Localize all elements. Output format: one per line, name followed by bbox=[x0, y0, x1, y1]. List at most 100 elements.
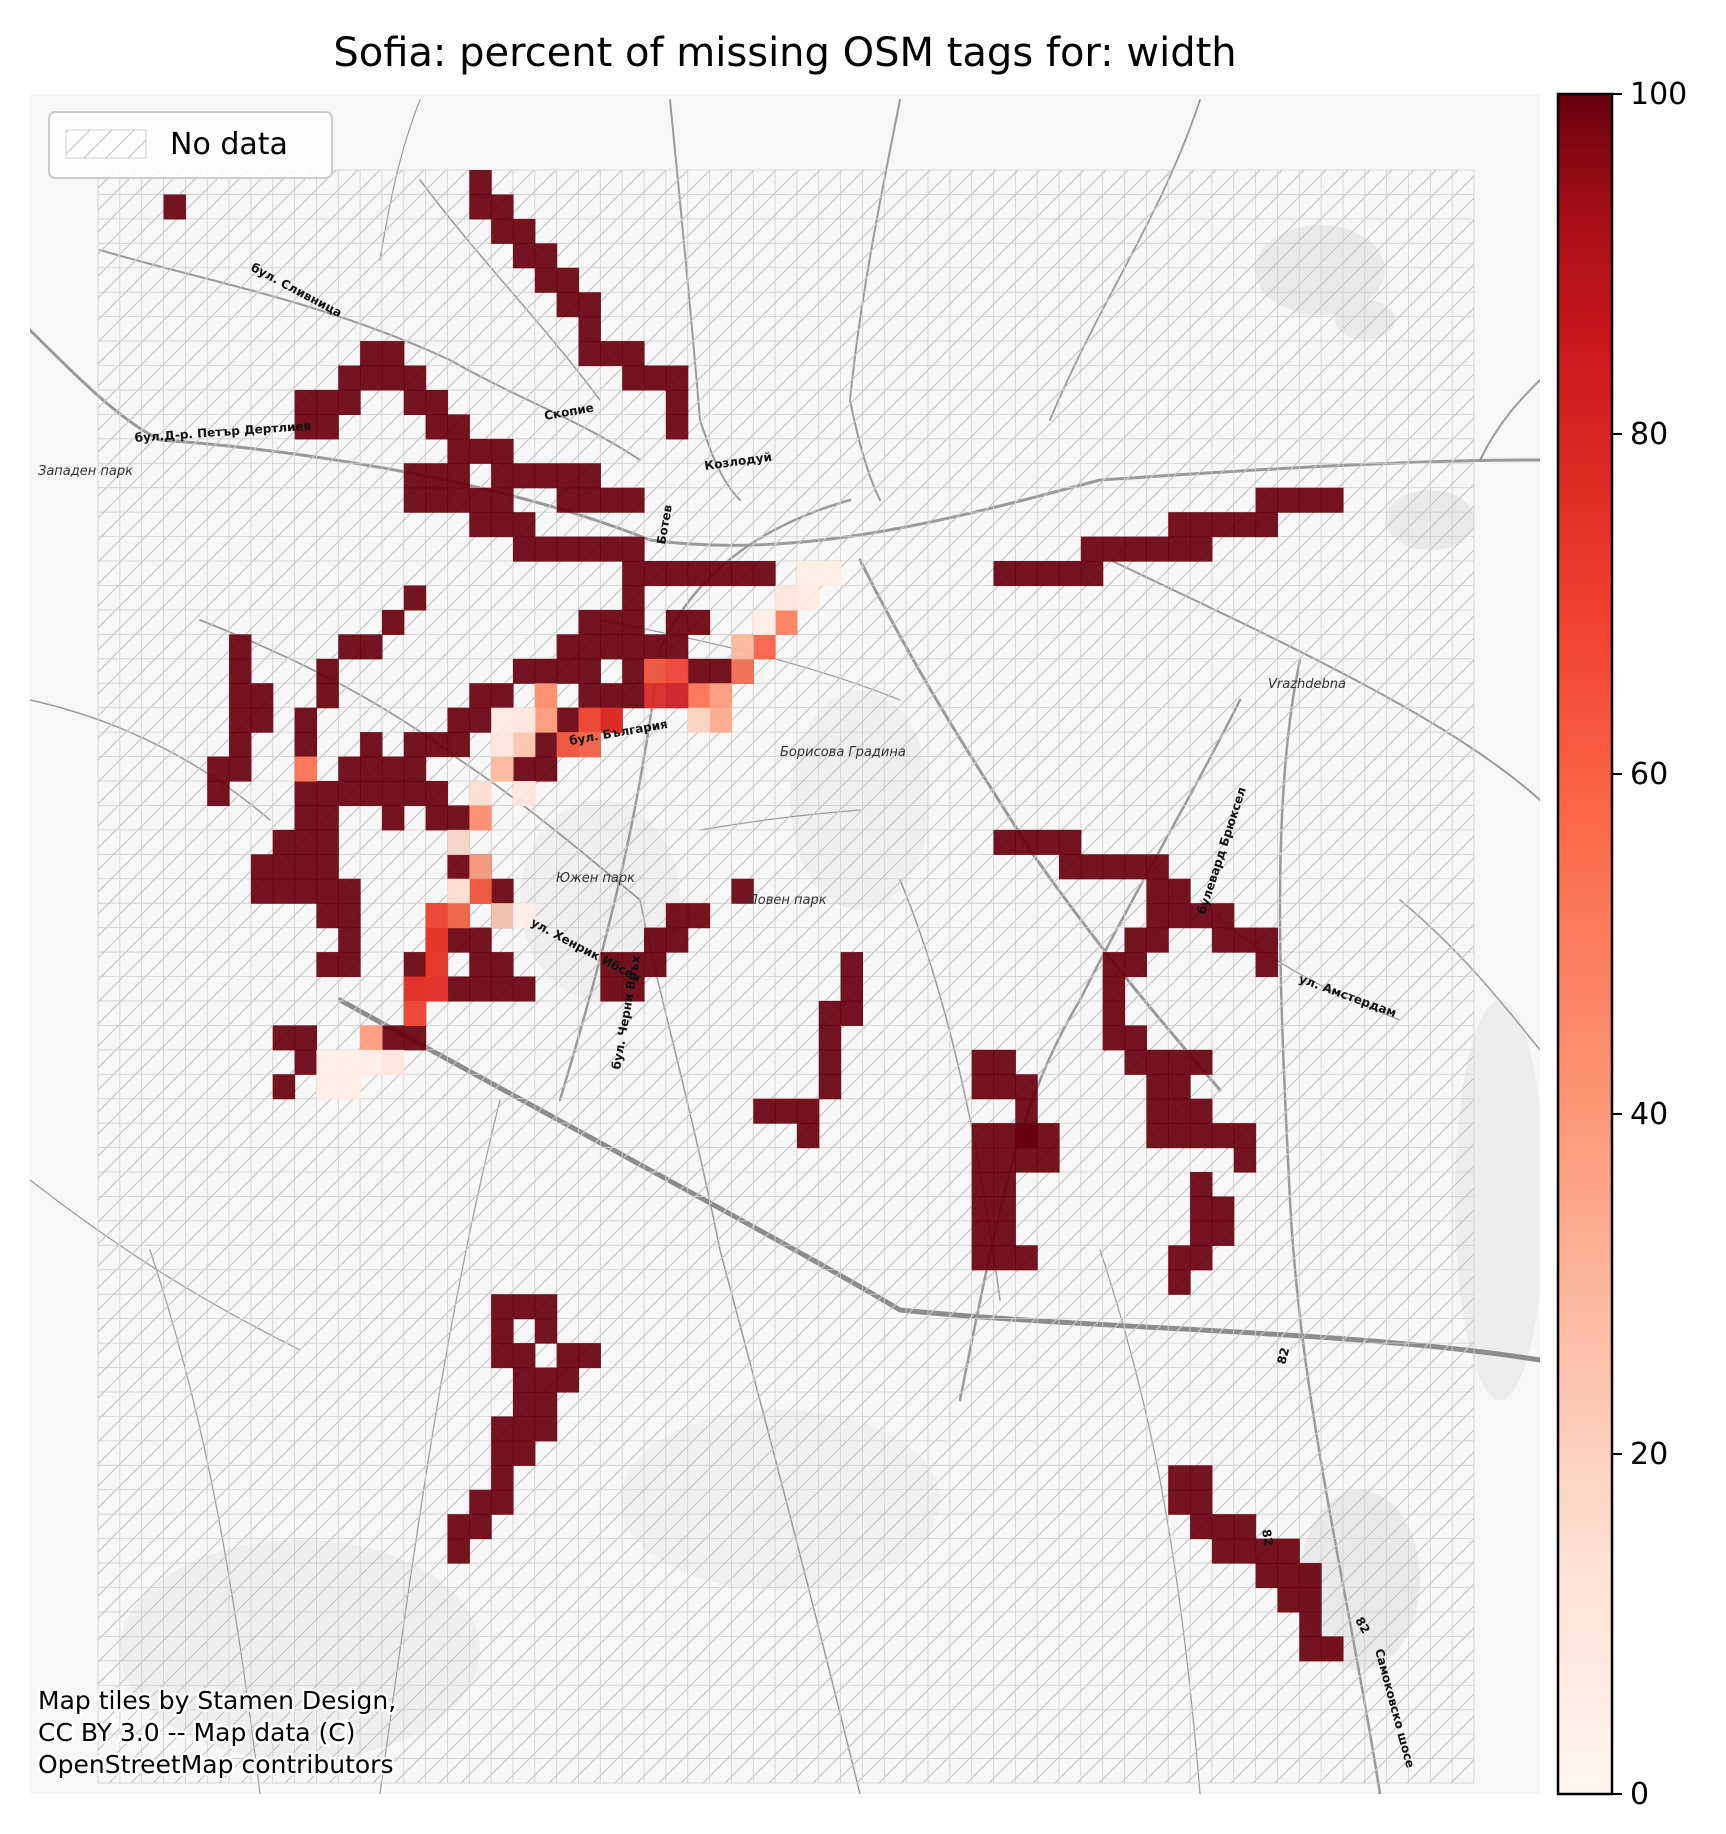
heatmap-cell bbox=[360, 780, 383, 807]
heatmap-cell bbox=[512, 1294, 536, 1320]
heatmap-cell bbox=[491, 463, 514, 489]
heatmap-cell bbox=[512, 1391, 536, 1418]
heatmap-cell bbox=[993, 1220, 1016, 1246]
heatmap-cell bbox=[556, 707, 580, 733]
heatmap-cell bbox=[1233, 927, 1257, 953]
legend-swatch-no-data bbox=[65, 129, 147, 159]
heatmap-cell bbox=[578, 341, 601, 367]
heatmap-cell bbox=[753, 634, 776, 660]
heatmap-cell bbox=[1211, 1196, 1235, 1222]
heatmap-cell bbox=[381, 1025, 405, 1051]
heatmap-cell bbox=[534, 536, 558, 562]
heatmap-cell bbox=[1146, 927, 1169, 953]
heatmap-cell bbox=[250, 854, 274, 880]
heatmap-cell bbox=[534, 1318, 558, 1344]
heatmap-cell bbox=[491, 683, 514, 709]
heatmap-cell bbox=[491, 707, 514, 733]
heatmap-cell bbox=[403, 389, 427, 415]
attribution-line-1: Map tiles by Stamen Design, bbox=[38, 1686, 396, 1715]
heatmap-cell bbox=[447, 805, 470, 831]
heatmap-cell bbox=[294, 707, 318, 733]
heatmap-cell bbox=[338, 903, 361, 929]
heatmap-cell bbox=[381, 805, 405, 831]
heatmap-cell bbox=[1190, 1196, 1213, 1222]
heatmap-cell bbox=[250, 707, 274, 733]
heatmap-cell bbox=[1015, 561, 1038, 587]
heatmap-cell bbox=[971, 1245, 995, 1271]
heatmap-cell bbox=[687, 903, 711, 929]
heatmap-cell bbox=[622, 365, 645, 391]
heatmap-cell bbox=[294, 732, 318, 758]
heatmap-cell bbox=[796, 585, 820, 611]
heatmap-cell bbox=[818, 1074, 842, 1100]
heatmap-cell bbox=[1037, 561, 1060, 587]
heatmap-cell bbox=[512, 903, 536, 929]
heatmap-cell bbox=[687, 707, 711, 733]
heatmap-cell bbox=[840, 952, 864, 978]
legend: No data bbox=[48, 111, 333, 179]
heatmap-cell bbox=[556, 463, 580, 489]
heatmap-cell bbox=[294, 756, 318, 782]
heatmap-cell bbox=[512, 732, 536, 758]
heatmap-cell bbox=[644, 927, 667, 953]
heatmap-cell bbox=[425, 976, 449, 1002]
heatmap-cell bbox=[338, 927, 361, 953]
heatmap-cell bbox=[338, 634, 361, 660]
data-cells bbox=[163, 170, 1344, 1662]
heatmap-cell bbox=[425, 903, 449, 929]
heatmap-cell bbox=[556, 658, 580, 684]
heatmap-cell bbox=[1059, 561, 1082, 587]
heatmap-cell bbox=[534, 732, 558, 758]
map-area[interactable]: Западен парк бул. Сливница бул.Д-р. Петъ… bbox=[30, 94, 1545, 1794]
heatmap-cell bbox=[644, 683, 667, 709]
heatmap-cell bbox=[1124, 927, 1147, 953]
heatmap-cell bbox=[447, 707, 470, 733]
heatmap-cell bbox=[622, 634, 645, 660]
heatmap-cell bbox=[1168, 1098, 1191, 1124]
heatmap-cell bbox=[469, 512, 492, 538]
colorbar-tick-label: 60 bbox=[1630, 757, 1668, 792]
heatmap-cell bbox=[1211, 1220, 1235, 1246]
heatmap-cell bbox=[1146, 1074, 1169, 1100]
heatmap-cell bbox=[1168, 512, 1191, 538]
heatmap-cell bbox=[818, 1025, 842, 1051]
heatmap-cell bbox=[360, 365, 383, 391]
heatmap-cell bbox=[338, 756, 361, 782]
heatmap-cell bbox=[272, 1025, 296, 1051]
heatmap-cell bbox=[447, 487, 470, 513]
heatmap-cell bbox=[1190, 512, 1213, 538]
heatmap-cell bbox=[600, 707, 623, 733]
heatmap-cell bbox=[644, 365, 667, 391]
heatmap-cell bbox=[1102, 1000, 1126, 1026]
heatmap-cell bbox=[709, 707, 732, 733]
heatmap-cell bbox=[971, 1220, 995, 1246]
heatmap-cell bbox=[534, 1391, 558, 1418]
heatmap-cell bbox=[1168, 1123, 1191, 1149]
heatmap-cell bbox=[578, 634, 601, 660]
heatmap-cell bbox=[534, 243, 558, 269]
heatmap-cell bbox=[665, 561, 689, 587]
heatmap-cell bbox=[447, 878, 470, 904]
heatmap-cell bbox=[1015, 1245, 1038, 1271]
heatmap-cell bbox=[229, 634, 252, 660]
heatmap-cell bbox=[381, 1049, 405, 1075]
heatmap-cell bbox=[818, 1049, 842, 1075]
heatmap-cell bbox=[425, 463, 449, 489]
heatmap-cell bbox=[381, 780, 405, 807]
heatmap-cell bbox=[1102, 976, 1126, 1002]
heatmap-cell bbox=[1190, 1245, 1213, 1271]
heatmap-cell bbox=[622, 952, 645, 978]
heatmap-cell bbox=[971, 1123, 995, 1149]
heatmap-cell bbox=[403, 756, 427, 782]
heatmap-cell bbox=[338, 365, 361, 391]
heatmap-cell bbox=[1015, 1098, 1038, 1124]
heatmap-cell bbox=[665, 927, 689, 953]
heatmap-cell bbox=[534, 658, 558, 684]
heatmap-cell bbox=[403, 585, 427, 611]
heatmap-cell bbox=[360, 756, 383, 782]
heatmap-cell bbox=[316, 903, 339, 929]
heatmap-cell bbox=[425, 805, 449, 831]
heatmap-cell bbox=[600, 976, 623, 1002]
heatmap-cell bbox=[1233, 1538, 1257, 1564]
label-yuzhen-park: Южен парк bbox=[556, 871, 635, 886]
